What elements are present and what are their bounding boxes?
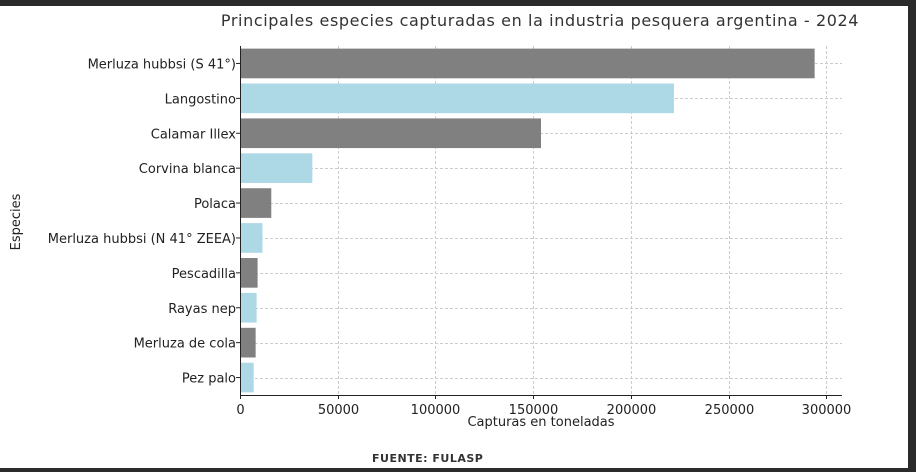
y-axis-label: Especies xyxy=(9,193,24,250)
category-label: Rayas nep xyxy=(168,302,236,317)
category-label: Corvina blanca xyxy=(139,162,236,177)
category-label: Pez palo xyxy=(182,372,236,387)
x-ticks: 0 50000 100000 150000 200000 250000 300000 xyxy=(236,395,851,418)
bar xyxy=(241,188,272,218)
bar xyxy=(241,258,258,288)
category-label: Merluza hubbsi (S 41°) xyxy=(88,57,236,72)
category-label: Merluza hubbsi (N 41° ZEEA) xyxy=(48,232,236,247)
bar xyxy=(241,292,257,323)
bar-chart: Principales especies capturadas en la in… xyxy=(9,11,859,430)
x-tick-label: 50000 xyxy=(318,403,359,418)
bar xyxy=(241,83,674,114)
x-axis-label: Capturas en toneladas xyxy=(467,415,614,430)
bar xyxy=(241,327,256,358)
category-label: Merluza de cola xyxy=(134,337,236,352)
x-tick-label: 100000 xyxy=(411,403,461,418)
x-tick-label: 200000 xyxy=(607,403,657,418)
x-tick-label: 250000 xyxy=(705,403,755,418)
category-label: Calamar Illex xyxy=(151,127,237,142)
category-label: Polaca xyxy=(194,197,236,212)
x-tick-label: 0 xyxy=(236,403,244,418)
chart-title: Principales especies capturadas en la in… xyxy=(221,11,859,30)
chart-frame: Principales especies capturadas en la in… xyxy=(0,6,908,468)
x-tick-label: 150000 xyxy=(509,403,559,418)
category-label: Pescadilla xyxy=(172,267,236,282)
bar xyxy=(241,153,313,183)
source-note: FUENTE: FULASP xyxy=(372,452,484,465)
bars xyxy=(241,48,815,393)
category-label: Langostino xyxy=(165,92,236,107)
category-labels: Merluza hubbsi (S 41°) Langostino Calamar … xyxy=(48,57,240,387)
bar xyxy=(241,362,254,393)
bar xyxy=(241,118,541,149)
x-tick-label: 300000 xyxy=(802,403,852,418)
bar xyxy=(241,48,815,79)
bar xyxy=(241,223,263,253)
